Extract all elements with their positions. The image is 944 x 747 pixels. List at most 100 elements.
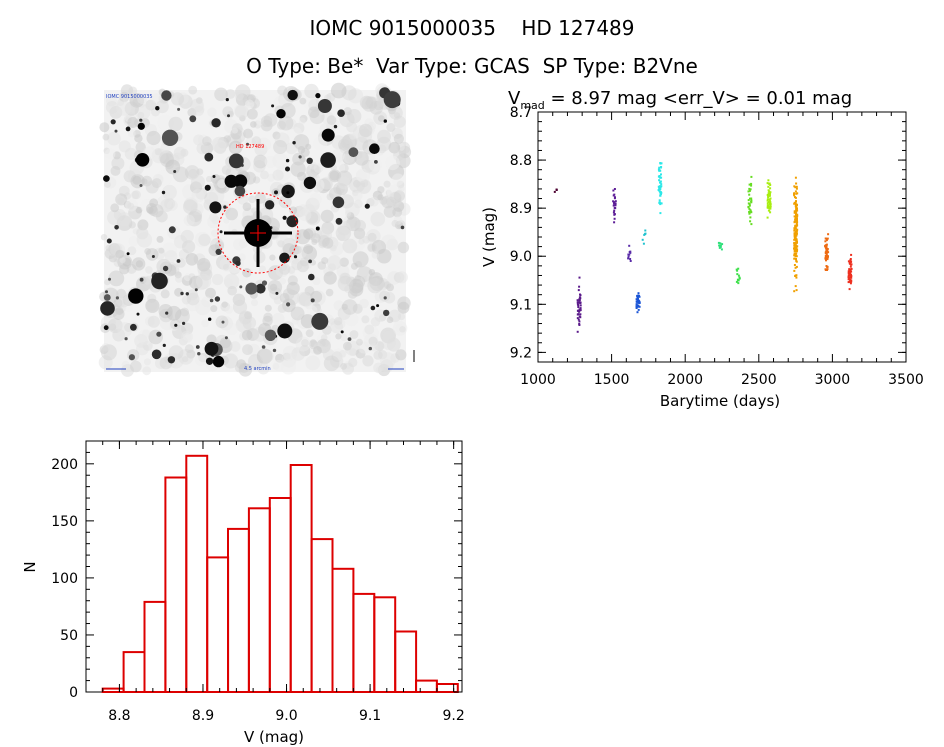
lightcurve-point [659,190,661,193]
finder-star [246,142,249,146]
finder-texture [258,265,266,273]
lightcurve-ticks: 1000 1500 2000 2500 3000 3500 8.7 8.8 8.9 9.0 9.1 9… [510,105,924,388]
finder-star [239,285,243,289]
finder-texture [115,249,124,259]
finder-star [298,155,302,159]
finder-texture [383,180,391,188]
lightcurve-point [748,204,751,207]
finder-texture [191,189,205,203]
finder-texture [327,255,342,270]
finder-texture [305,329,314,338]
finder-star [151,255,155,258]
lightcurve-point [795,238,798,241]
finder-texture [290,306,305,321]
finder-star [255,283,266,294]
lightcurve-point [766,199,769,202]
finder-star [233,174,248,188]
finder-texture [168,116,183,132]
finder-star [374,160,378,164]
finder-star [364,203,370,209]
finder-star [125,126,131,132]
finder-texture [182,240,196,254]
lightcurve-ytick-label: 8.7 [510,105,532,121]
lightcurve-point [659,212,662,215]
finder-texture [244,99,255,109]
lightcurve-point [749,220,752,223]
finder-texture [385,155,400,171]
lightcurve-point [824,257,827,260]
lightcurve-point [578,320,581,323]
finder-star [168,226,176,234]
lightcurve-point [793,192,796,195]
lightcurve-points [553,162,853,333]
lightcurve-point [766,182,769,185]
finder-texture [348,157,355,163]
finder-texture [312,277,321,286]
finder-texture [205,287,216,299]
lightcurve-point [766,204,769,207]
finder-texture [359,123,373,138]
finder-star [205,357,214,365]
lightcurve-point [627,253,630,256]
lightcurve-point [849,260,852,263]
finder-texture [195,354,207,366]
lightcurve-point [735,280,738,283]
finder-texture [271,324,280,333]
histogram-bars [101,454,459,694]
lightcurve-point [795,252,798,255]
finder-star [227,114,230,118]
histogram-ytick-label: 0 [69,685,78,701]
finder-texture [119,257,126,264]
finder-texture [321,257,329,265]
histogram-bar [352,592,376,694]
histogram-bar [289,464,313,693]
target-star [224,199,292,267]
lightcurve-point [827,233,830,236]
finder-star [224,336,228,340]
lightcurve-point [635,303,638,306]
finder-star [282,215,287,220]
finder-texture [225,207,238,221]
finder-texture [325,288,334,297]
finder-texture [382,330,396,344]
lightcurve-point [579,304,582,307]
finder-star [332,196,345,209]
finder-texture [146,130,161,146]
finder-texture [142,366,152,376]
lightcurve-point [826,268,829,271]
finder-texture [330,82,347,99]
lightcurve-point [769,184,772,186]
histogram-bar [101,687,125,693]
finder-star [383,91,401,109]
lightcurve-point [613,197,616,200]
histogram-bar [164,476,188,693]
histogram-ytick-label: 50 [60,628,78,644]
lightcurve-header-rest: = 8.97 mag <err_V> = 0.01 mag [545,88,852,109]
lightcurve-point [793,201,796,204]
finder-texture [131,190,141,200]
finder-texture [313,346,322,355]
finder-texture [128,236,139,247]
finder-texture [323,355,340,372]
finder-texture [183,214,195,226]
histogram-bar [373,596,397,693]
finder-star [235,260,241,266]
lightcurve-point [793,194,796,197]
finder-texture [309,193,322,206]
finder-star [174,323,178,327]
lightcurve-point [793,244,796,247]
lightcurve-ytick-label: 9.2 [510,345,532,361]
finder-star [315,226,320,231]
finder-star [321,128,335,142]
lightcurve-point [769,201,772,204]
finder-texture [151,93,162,104]
finder-texture [197,105,205,113]
lightcurve-point [793,247,795,250]
lightcurve-point [794,227,797,230]
finder-star [155,106,160,111]
lightcurve-point [796,245,799,248]
finder-texture [260,115,273,128]
finder-texture [193,134,205,146]
finder-texture [349,348,357,356]
